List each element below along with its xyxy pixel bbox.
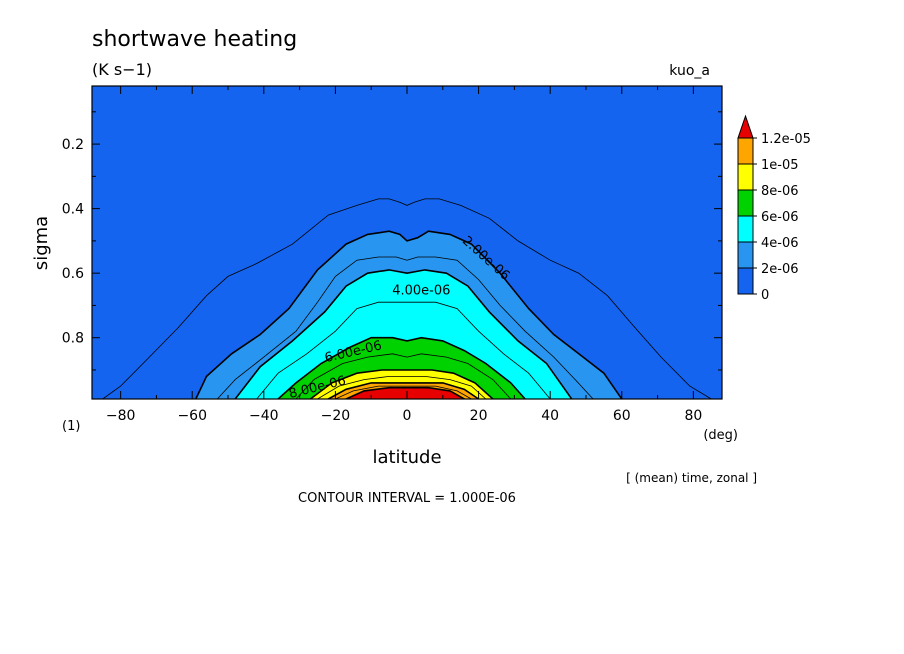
x-tick-label-5: 20 bbox=[470, 408, 488, 424]
colorbar: 0 2e-06 4e-06 6e-06 8e-06 1e-05 1.2e-05 bbox=[737, 114, 811, 303]
x-tick-label-3: −20 bbox=[321, 408, 351, 424]
contour-line-5 bbox=[317, 376, 487, 399]
y-tick-label-3: 0.8 bbox=[62, 331, 84, 347]
colorbar-label-6: 1.2e-05 bbox=[761, 132, 811, 147]
contour-interval-label: CONTOUR INTERVAL = 1.000E-06 bbox=[298, 491, 516, 506]
chart-units: (K s−1) bbox=[92, 60, 152, 79]
contour-line-4 bbox=[295, 353, 512, 399]
y-tick-label-0: 0.2 bbox=[62, 137, 84, 153]
y-tick-label-2: 0.6 bbox=[62, 266, 84, 282]
x-tick-label-4: 0 bbox=[403, 408, 412, 424]
colorbar-label-1: 2e-06 bbox=[761, 262, 799, 277]
colorbar-box-0 bbox=[737, 267, 754, 295]
contour-line-2 bbox=[217, 256, 594, 399]
contour-line-3 bbox=[256, 301, 551, 399]
colorbar-box-4 bbox=[737, 163, 754, 191]
colorbar-box-5 bbox=[737, 137, 754, 165]
y-index-label: (1) bbox=[62, 419, 80, 434]
colorbar-label-5: 1e-05 bbox=[761, 158, 799, 173]
y-axis-label: sigma bbox=[31, 216, 52, 270]
x-axis-label: latitude bbox=[372, 447, 441, 468]
plot-area: 2.00e-064.00e-066.00e-068.00e-06 bbox=[92, 86, 722, 399]
x-tick-label-1: −60 bbox=[177, 408, 207, 424]
x-axis-ticks: −80 −60 −40 −20 0 20 40 60 80 bbox=[106, 86, 702, 424]
x-units-label: (deg) bbox=[703, 428, 738, 443]
x-tick-label-7: 60 bbox=[613, 408, 631, 424]
colorbar-label-2: 4e-06 bbox=[761, 236, 799, 251]
experiment-label: kuo_a bbox=[669, 63, 710, 79]
contour-line-6 bbox=[335, 385, 472, 399]
average-note: [ (mean) time, zonal ] bbox=[626, 471, 757, 485]
colorbar-label-4: 8e-06 bbox=[761, 184, 799, 199]
y-tick-label-1: 0.4 bbox=[62, 202, 84, 218]
y-axis-ticks: 0.2 0.4 0.6 0.8 bbox=[62, 111, 722, 371]
x-tick-label-0: −80 bbox=[106, 408, 136, 424]
colorbar-top-triangle bbox=[737, 114, 754, 139]
colorbar-label-0: 0 bbox=[761, 288, 769, 303]
colorbar-box-2 bbox=[737, 215, 754, 243]
fill-region-6 bbox=[345, 386, 466, 399]
colorbar-box-1 bbox=[737, 241, 754, 269]
x-tick-label-6: 40 bbox=[541, 408, 559, 424]
contour-line-1 bbox=[102, 198, 712, 399]
x-tick-label-8: 80 bbox=[684, 408, 702, 424]
colorbar-label-3: 6e-06 bbox=[761, 210, 799, 225]
contour-label-2: 4.00e-06 bbox=[392, 283, 450, 298]
chart-title: shortwave heating bbox=[92, 27, 297, 52]
x-tick-label-2: −40 bbox=[249, 408, 279, 424]
colorbar-box-3 bbox=[737, 189, 754, 217]
contour-lines bbox=[102, 198, 712, 399]
